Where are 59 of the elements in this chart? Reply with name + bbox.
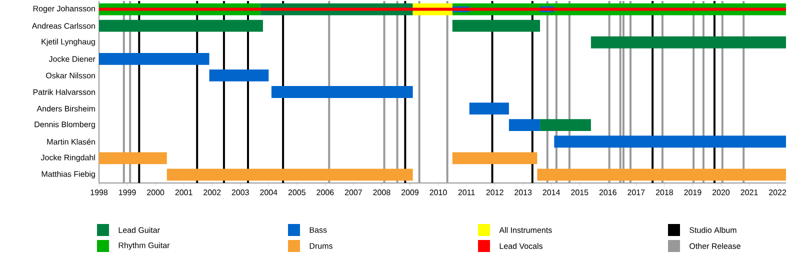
bar: [452, 20, 540, 32]
y-tick-label: Dennis Blomberg: [34, 121, 95, 129]
bar: [209, 70, 269, 82]
x-tick-label: 2012: [486, 190, 504, 196]
y-tick-label: Kjetil Lynghaug: [42, 38, 95, 46]
x-tick-label: 2015: [571, 190, 588, 196]
x-tick-label: 2018: [656, 190, 673, 196]
legend-label: Studio Album: [690, 227, 736, 233]
x-tick-label: 2014: [542, 190, 560, 196]
bar: [99, 20, 263, 32]
x-tick-label: 2010: [430, 190, 447, 196]
legend-label: All Instruments: [499, 227, 552, 233]
x-tick-label: 2007: [344, 190, 362, 196]
y-tick-label: Jocke Diener: [48, 56, 96, 62]
bar: [554, 136, 786, 148]
x-tick-label: 2003: [232, 190, 249, 196]
x-tick-label: 2008: [373, 190, 390, 196]
bar: [166, 168, 413, 181]
x-tick-label: 2000: [147, 190, 164, 196]
y-tick-label: Martin Klasén: [47, 138, 95, 145]
bar: [452, 152, 538, 164]
x-tick-label: 2013: [514, 190, 532, 196]
x-tick-label: 2022: [769, 190, 786, 196]
y-tick-label: Oskar Nilsson: [46, 72, 95, 78]
x-tick-label: 2009: [402, 190, 418, 196]
x-tick-label: 2019: [684, 190, 702, 196]
bar: [469, 102, 509, 114]
bar: [99, 8, 786, 11]
bar: [99, 152, 167, 164]
x-tick-label: 2020: [712, 190, 730, 196]
y-tick-label: Andreas Carlsson: [32, 22, 95, 29]
x-tick-label: 2006: [316, 190, 334, 196]
bar: [590, 36, 786, 48]
x-tick-label: 2001: [175, 190, 192, 196]
x-tick-label: 1999: [118, 190, 136, 196]
y-tick-label: Roger Johansson: [33, 6, 95, 13]
x-tick-label: 1998: [90, 190, 108, 196]
bar: [99, 52, 210, 65]
x-tick-label: 2005: [288, 190, 306, 196]
legend-label: Lead Vocals: [500, 243, 543, 249]
x-tick-label: 2002: [204, 190, 221, 196]
y-tick-label: Matthias Fiebig: [42, 170, 95, 178]
x-tick-label: 2004: [260, 190, 278, 196]
y-tick-label: Jocke Ringdahl: [40, 154, 95, 162]
x-tick-label: 2017: [628, 190, 645, 196]
y-tick-label: Anders Birsheim: [36, 106, 95, 112]
bar: [271, 86, 413, 98]
bar: [540, 119, 591, 132]
y-tick-label: Patrik Halvarsson: [33, 89, 95, 95]
x-tick-label: 2021: [740, 190, 758, 196]
legend-label: Rhythm Guitar: [118, 242, 170, 250]
legend-label: Drums: [310, 243, 332, 249]
bar: [508, 119, 540, 132]
legend-label: Bass: [310, 227, 327, 233]
legend-label: Lead Guitar: [118, 227, 160, 233]
x-tick-label: 2016: [599, 190, 616, 196]
bar: [537, 168, 786, 181]
x-tick-label: 2011: [458, 190, 475, 196]
legend-label: Other Release: [690, 243, 740, 249]
